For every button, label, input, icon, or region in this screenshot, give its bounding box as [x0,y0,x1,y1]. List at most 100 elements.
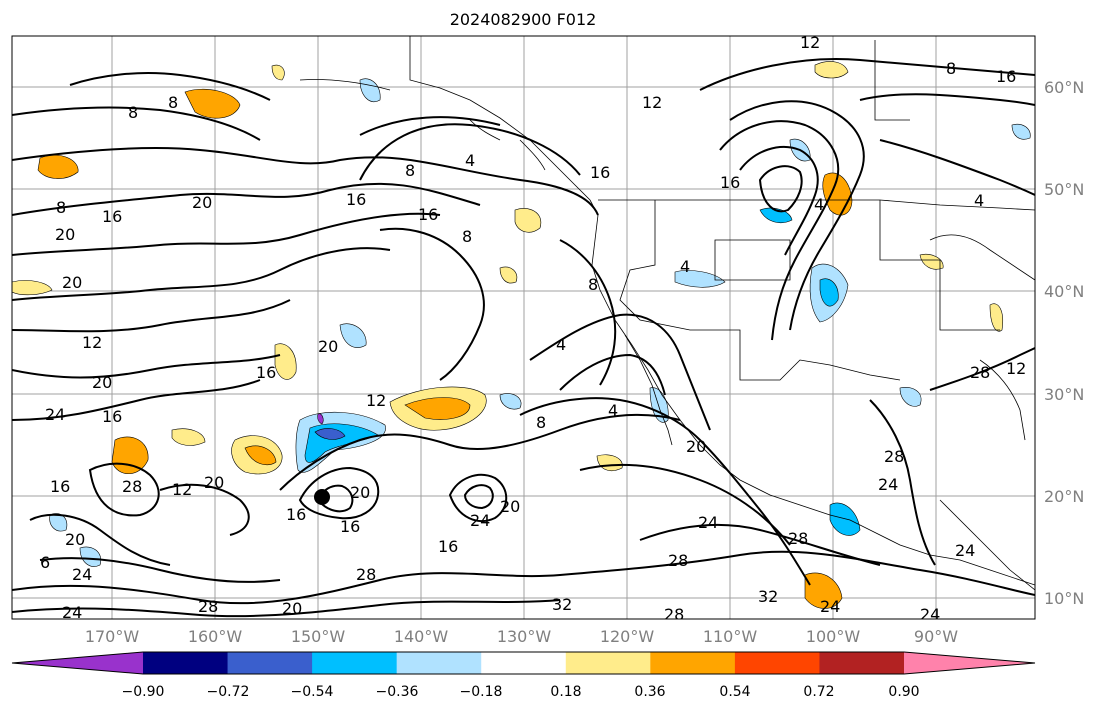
contour-label: 24 [878,475,898,494]
contour-label: 32 [552,595,572,614]
lat-label: 60°N [1044,78,1084,97]
contour-label: 20 [500,497,520,516]
lon-label: 100°W [806,627,861,646]
contour-label: 20 [55,225,75,244]
contour-label: 12 [642,93,662,112]
contour-label: 32 [758,587,778,606]
colorbar-tick-label: 0.72 [803,684,834,700]
contour-lines [12,58,1035,618]
contour-label: 20 [65,530,85,549]
contour-label: 4 [814,195,824,214]
contour-label: 20 [686,437,706,456]
lon-label: 110°W [703,627,758,646]
contour-label: 4 [556,335,566,354]
colorbar-extend-max [904,652,1035,674]
contour-label: 28 [122,477,142,496]
map-frame [11,35,1036,620]
contour-label: 20 [62,273,82,292]
colorbar-segment [227,652,313,674]
contour-label: 12 [800,33,820,52]
contour-label: 4 [974,191,984,210]
contour-label: 20 [92,373,112,392]
colorbar-segment [481,652,567,674]
lat-label: 20°N [1044,487,1084,506]
contour-label: 24 [470,511,490,530]
colorbar-outline [11,651,1036,675]
colorbar-segment [650,652,736,674]
contour-label: 24 [62,603,82,622]
contour-label: 24 [955,541,975,560]
colorbar-tick-label: 0.18 [550,684,581,700]
colorbar-segment [143,652,229,674]
tropical-storm-center-dot [314,489,330,505]
contour-label: 8 [168,93,178,112]
contour-label: 24 [72,565,92,584]
contour-label: 16 [340,517,360,536]
contour-label: 12 [82,333,102,352]
lon-label: 120°W [600,627,655,646]
lat-label: 30°N [1044,385,1084,404]
lon-label: 150°W [291,627,346,646]
contour-label: 8 [128,103,138,122]
negative-shading [49,78,1031,567]
lon-label: 170°W [85,627,140,646]
contour-label: 20 [282,599,302,618]
contour-label: 24 [45,405,65,424]
colorbar-tick-label: −0.54 [291,684,334,700]
colorbar-tick-label: 0.90 [888,684,919,700]
colorbar-tick-label: −0.72 [207,684,250,700]
contour-label: 16 [590,163,610,182]
contour-label: 4 [608,401,618,420]
contour-label: 16 [996,67,1016,86]
colorbar-segment [312,652,398,674]
contour-label: 20 [350,483,370,502]
contour-label: 20 [318,337,338,356]
contour-label: 28 [970,363,990,382]
contour-label: 8 [536,413,546,432]
latitude-labels: 60°N 50°N 40°N 30°N 20°N 10°N [1044,78,1084,608]
contour-label: 16 [346,190,366,209]
contour-label: 6 [40,553,50,572]
contour-label: 8 [588,275,598,294]
map-plot-area: 8 8 8 16 20 20 20 12 20 24 16 16 28 12 2… [12,33,1035,624]
lon-label: 140°W [394,627,449,646]
contour-label: 8 [946,59,956,78]
colorbar-segment [819,652,905,674]
contour-label: 16 [720,173,740,192]
contour-label: 12 [366,391,386,410]
contour-label: 16 [102,207,122,226]
colorbar-tick-label: −0.36 [376,684,419,700]
colorbar-extend-min [12,652,143,674]
map-title: 2024082900 F012 [449,10,597,29]
contour-label: 20 [192,193,212,212]
contour-label: 28 [198,597,218,616]
colorbar-segment [565,652,651,674]
contour-label: 16 [286,505,306,524]
contour-label-group: 8 8 8 16 20 20 20 12 20 24 16 16 28 12 2… [40,33,1026,624]
colorbar [11,651,1036,675]
lon-label: 160°W [188,627,243,646]
lat-label: 10°N [1044,589,1084,608]
contour-label: 28 [884,447,904,466]
colorbar-segment [396,652,482,674]
contour-label: 4 [680,257,690,276]
contour-label: 12 [172,480,192,499]
lon-label: 90°W [914,627,958,646]
colorbar-tick-label: −0.18 [460,684,503,700]
colorbar-tick-labels: −0.90 −0.72 −0.54 −0.36 −0.18 0.18 0.36 … [122,684,920,700]
contour-label: 20 [204,473,224,492]
contour-label: 4 [465,151,475,170]
contour-label: 28 [668,551,688,570]
contour-label: 28 [356,565,376,584]
contour-label: 24 [820,597,840,616]
contour-label: 12 [1006,359,1026,378]
positive-shading [12,61,1003,609]
colorbar-segment [734,652,820,674]
lat-label: 40°N [1044,282,1084,301]
contour-label: 16 [418,205,438,224]
colorbar-tick-label: 0.54 [719,684,750,700]
contour-label: 8 [462,227,472,246]
contour-label: 28 [664,605,684,624]
contour-label: 16 [256,363,276,382]
